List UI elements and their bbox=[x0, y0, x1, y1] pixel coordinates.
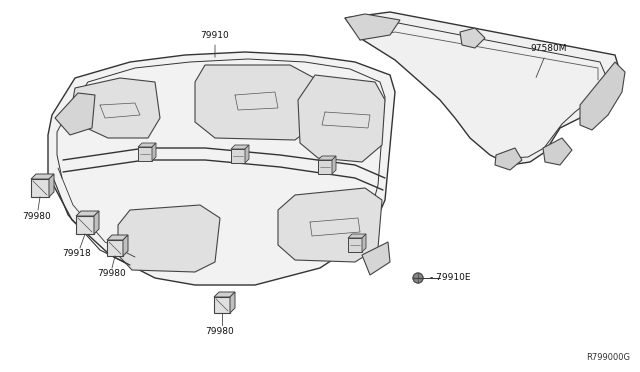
Polygon shape bbox=[345, 12, 620, 165]
Polygon shape bbox=[495, 148, 522, 170]
Polygon shape bbox=[318, 156, 336, 160]
Polygon shape bbox=[118, 205, 220, 272]
Polygon shape bbox=[138, 147, 152, 161]
Polygon shape bbox=[231, 149, 245, 163]
Polygon shape bbox=[298, 75, 385, 162]
Polygon shape bbox=[214, 292, 235, 297]
Polygon shape bbox=[152, 143, 156, 161]
Polygon shape bbox=[49, 174, 54, 197]
Polygon shape bbox=[580, 62, 625, 130]
Circle shape bbox=[413, 273, 423, 283]
Polygon shape bbox=[55, 93, 95, 135]
Polygon shape bbox=[94, 211, 99, 234]
Polygon shape bbox=[245, 145, 249, 163]
Polygon shape bbox=[31, 179, 49, 197]
Polygon shape bbox=[362, 234, 366, 252]
Polygon shape bbox=[72, 78, 160, 138]
Polygon shape bbox=[231, 145, 249, 149]
Polygon shape bbox=[543, 138, 572, 165]
Polygon shape bbox=[230, 292, 235, 313]
Polygon shape bbox=[31, 174, 54, 179]
Text: 79910: 79910 bbox=[200, 31, 229, 57]
Polygon shape bbox=[278, 188, 382, 262]
Polygon shape bbox=[348, 234, 366, 238]
Polygon shape bbox=[362, 242, 390, 275]
Text: R799000G: R799000G bbox=[586, 353, 630, 362]
Polygon shape bbox=[76, 216, 94, 234]
Text: - 79910E: - 79910E bbox=[430, 273, 470, 282]
Polygon shape bbox=[138, 143, 156, 147]
Text: 79980: 79980 bbox=[97, 269, 125, 278]
Polygon shape bbox=[318, 160, 332, 174]
Polygon shape bbox=[332, 156, 336, 174]
Text: 79980: 79980 bbox=[22, 212, 51, 221]
Polygon shape bbox=[195, 65, 318, 140]
Polygon shape bbox=[107, 240, 123, 256]
Text: 97580M: 97580M bbox=[530, 44, 566, 77]
Text: 79918: 79918 bbox=[62, 248, 91, 257]
Polygon shape bbox=[214, 297, 230, 313]
Polygon shape bbox=[348, 238, 362, 252]
Polygon shape bbox=[48, 52, 395, 285]
Text: 79980: 79980 bbox=[205, 327, 234, 337]
Polygon shape bbox=[76, 211, 99, 216]
Polygon shape bbox=[107, 235, 128, 240]
Polygon shape bbox=[123, 235, 128, 256]
Polygon shape bbox=[460, 28, 485, 48]
Polygon shape bbox=[345, 14, 400, 40]
